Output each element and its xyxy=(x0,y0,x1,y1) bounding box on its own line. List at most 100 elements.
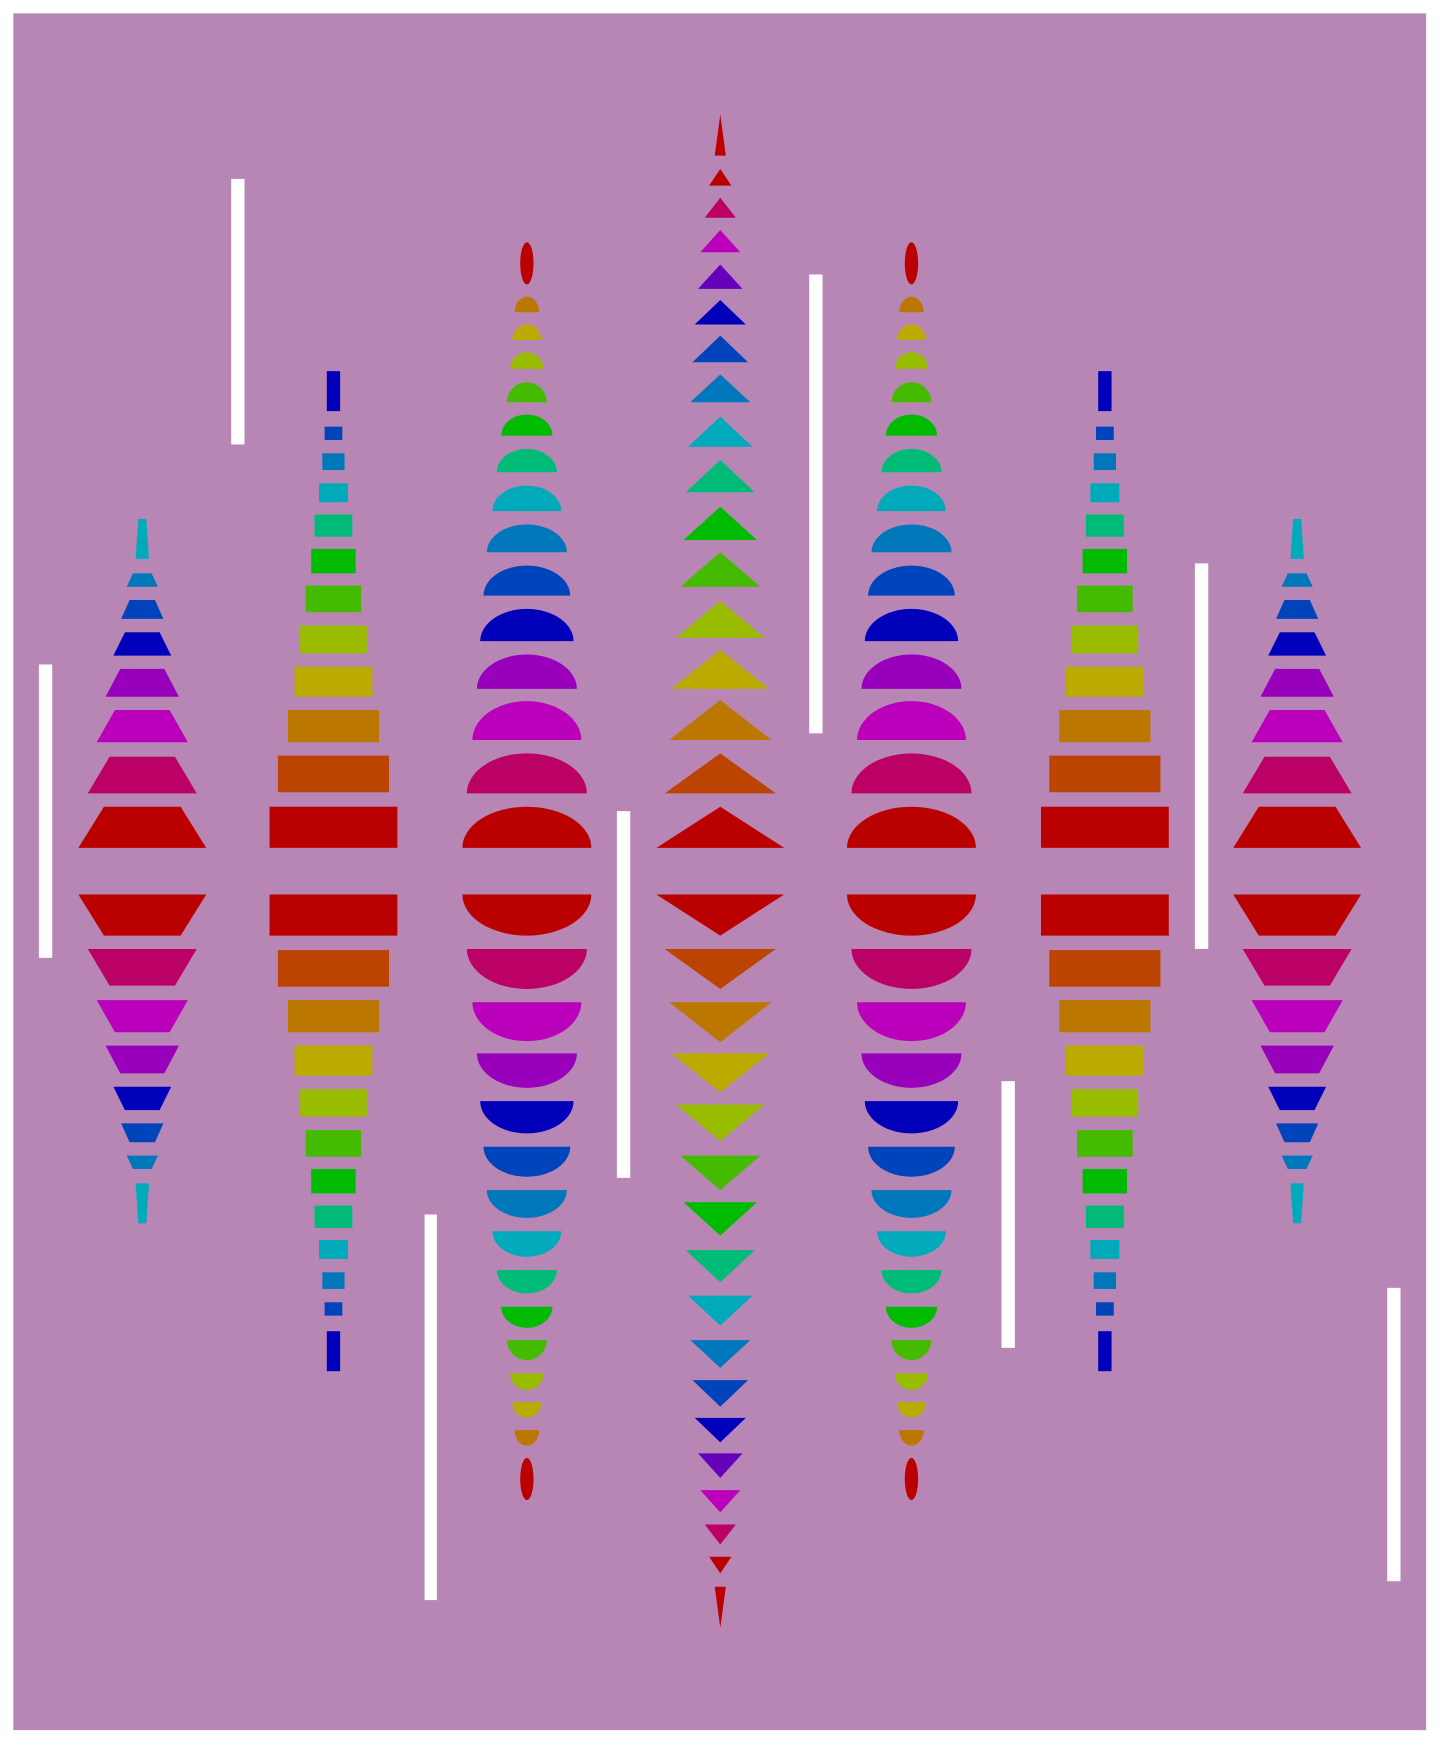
half-ellipse xyxy=(514,296,540,313)
half-ellipse xyxy=(871,1190,952,1218)
column-bottom-half xyxy=(1233,894,1362,1224)
trapezoid xyxy=(87,756,197,794)
half-ellipse xyxy=(476,1053,577,1088)
trapezoid xyxy=(87,948,197,986)
rectangle xyxy=(305,585,362,613)
rectangle xyxy=(1065,666,1144,697)
white-bar xyxy=(231,178,245,445)
trapezoid xyxy=(1290,1183,1304,1224)
triangle xyxy=(714,1586,726,1628)
background-panel xyxy=(13,13,1427,1731)
half-ellipse xyxy=(864,608,959,642)
rectangle xyxy=(324,1302,343,1316)
column-top-half xyxy=(1233,518,1362,848)
trapezoid xyxy=(78,894,207,936)
half-ellipse xyxy=(899,296,924,313)
white-bar xyxy=(1001,1081,1015,1348)
triangle xyxy=(669,1002,772,1043)
rectangle xyxy=(311,1168,356,1194)
rectangle xyxy=(287,1000,380,1033)
rectangle xyxy=(1090,483,1120,503)
triangle xyxy=(690,1340,751,1368)
half-ellipse xyxy=(486,524,567,553)
half-ellipse xyxy=(864,1101,959,1134)
half-ellipse xyxy=(861,654,962,689)
half-ellipse xyxy=(851,753,972,794)
rectangle xyxy=(314,514,353,537)
rectangle xyxy=(1049,950,1161,987)
column-top-half xyxy=(462,242,592,848)
half-ellipse xyxy=(514,1430,540,1446)
trapezoid xyxy=(113,632,172,656)
trapezoid xyxy=(1268,632,1327,656)
rectangle xyxy=(319,483,348,503)
half-ellipse xyxy=(476,654,577,689)
half-ellipse xyxy=(492,1231,562,1257)
half-ellipse xyxy=(506,382,547,403)
triangle xyxy=(704,197,736,218)
column-bottom-half xyxy=(78,894,207,1224)
half-ellipse xyxy=(472,701,582,741)
trapezoid xyxy=(1251,710,1343,743)
column-top-half xyxy=(846,242,976,848)
half-ellipse xyxy=(877,1231,946,1257)
half-ellipse xyxy=(899,1430,924,1446)
white-bar xyxy=(38,664,53,958)
trapezoid xyxy=(96,1000,188,1033)
shape-column xyxy=(462,242,592,1501)
half-ellipse xyxy=(512,1402,542,1418)
triangle xyxy=(709,168,732,186)
triangle xyxy=(656,806,785,848)
rectangle xyxy=(300,1088,367,1117)
shape-column xyxy=(78,518,207,1224)
half-ellipse xyxy=(885,1306,938,1328)
half-ellipse xyxy=(897,1402,926,1418)
trapezoid xyxy=(1276,1123,1319,1143)
ellipse xyxy=(904,242,919,285)
ellipse xyxy=(904,1457,919,1501)
rectangle xyxy=(1071,625,1139,654)
rectangle xyxy=(322,1272,345,1289)
rectangle xyxy=(1085,514,1124,537)
shape-column xyxy=(1233,518,1362,1224)
trapezoid xyxy=(126,1155,158,1169)
rectangle xyxy=(1071,1088,1139,1117)
trapezoid xyxy=(135,1183,149,1224)
ellipse xyxy=(520,1457,534,1501)
rectangle xyxy=(287,710,380,743)
white-bar xyxy=(809,274,823,734)
half-ellipse xyxy=(480,608,574,642)
triangle xyxy=(671,1053,770,1093)
shape-column xyxy=(656,114,785,1628)
half-ellipse xyxy=(466,948,587,989)
triangle xyxy=(688,1295,753,1326)
trapezoid xyxy=(105,1045,179,1074)
half-ellipse xyxy=(483,565,571,596)
triangle xyxy=(700,1490,741,1513)
half-ellipse xyxy=(868,1146,955,1177)
half-ellipse xyxy=(891,382,932,403)
white-bar xyxy=(1387,1287,1401,1582)
rectangle xyxy=(294,666,373,697)
triangle xyxy=(698,264,743,289)
half-ellipse xyxy=(483,1146,571,1177)
half-ellipse xyxy=(894,352,929,369)
white-bars xyxy=(38,178,1401,1601)
rectangle xyxy=(1090,1240,1120,1259)
half-ellipse xyxy=(492,485,562,512)
half-ellipse xyxy=(486,1190,567,1218)
rectangle xyxy=(314,1205,353,1228)
rectangle xyxy=(1093,1272,1116,1289)
half-ellipse xyxy=(881,448,942,473)
half-ellipse xyxy=(856,1002,966,1042)
trapezoid xyxy=(135,518,149,559)
rectangle xyxy=(1082,548,1128,574)
column-top-half xyxy=(1040,371,1169,848)
rectangle xyxy=(1077,1130,1133,1157)
triangle xyxy=(656,894,785,936)
column-bottom-half xyxy=(269,894,398,1372)
triangle xyxy=(683,506,757,541)
column-bottom-half xyxy=(462,894,592,1501)
trapezoid xyxy=(121,600,164,619)
rectangle xyxy=(305,1130,362,1157)
